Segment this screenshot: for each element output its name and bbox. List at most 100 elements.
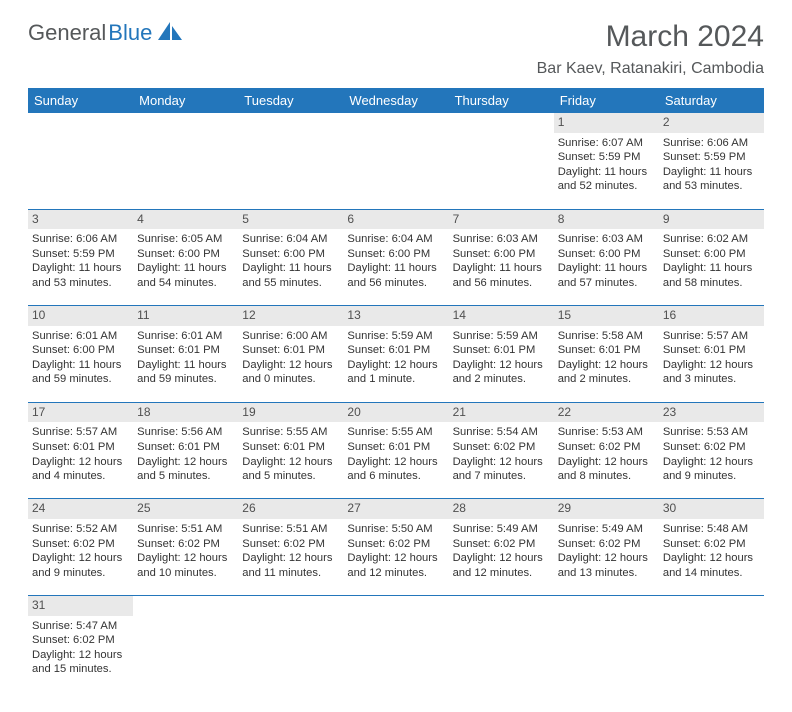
day-number: 23 [659,403,764,423]
daylight-text: Daylight: 12 hours and 13 minutes. [558,551,655,580]
day-header-thu: Thursday [449,88,554,113]
sunrise-text: Sunrise: 5:52 AM [32,522,129,537]
sunset-text: Sunset: 6:02 PM [453,537,550,552]
sunset-text: Sunset: 6:00 PM [242,247,339,262]
day-cell: Sunrise: 5:56 AMSunset: 6:01 PMDaylight:… [133,422,238,498]
day-number [449,113,554,133]
day-cell: Sunrise: 5:51 AMSunset: 6:02 PMDaylight:… [133,519,238,595]
data-row: Sunrise: 6:07 AMSunset: 5:59 PMDaylight:… [28,133,764,209]
day-cell: Sunrise: 5:50 AMSunset: 6:02 PMDaylight:… [343,519,448,595]
day-cell: Sunrise: 6:04 AMSunset: 6:00 PMDaylight:… [238,229,343,305]
sunset-text: Sunset: 6:02 PM [32,633,129,648]
day-cell: Sunrise: 6:03 AMSunset: 6:00 PMDaylight:… [554,229,659,305]
sunrise-text: Sunrise: 5:59 AM [453,329,550,344]
logo-text-2: Blue [108,20,152,46]
sunrise-text: Sunrise: 6:03 AM [453,232,550,247]
day-number [343,113,448,133]
day-cell [238,133,343,209]
day-number: 3 [28,210,133,230]
daylight-text: Daylight: 12 hours and 1 minute. [347,358,444,387]
sunrise-text: Sunrise: 5:48 AM [663,522,760,537]
sunrise-text: Sunrise: 5:55 AM [347,425,444,440]
sunrise-text: Sunrise: 5:57 AM [32,425,129,440]
sunset-text: Sunset: 5:59 PM [663,150,760,165]
day-number [133,596,238,616]
calendar-grid: Sunday Monday Tuesday Wednesday Thursday… [28,88,764,692]
day-header-mon: Monday [133,88,238,113]
day-header-tue: Tuesday [238,88,343,113]
day-cell: Sunrise: 5:53 AMSunset: 6:02 PMDaylight:… [554,422,659,498]
daylight-text: Daylight: 12 hours and 9 minutes. [663,455,760,484]
day-number: 17 [28,403,133,423]
day-cell: Sunrise: 5:57 AMSunset: 6:01 PMDaylight:… [659,326,764,402]
logo-text-1: General [28,20,106,46]
day-cell: Sunrise: 5:48 AMSunset: 6:02 PMDaylight:… [659,519,764,595]
day-number: 5 [238,210,343,230]
sunrise-text: Sunrise: 5:58 AM [558,329,655,344]
sunset-text: Sunset: 6:00 PM [137,247,234,262]
day-cell: Sunrise: 5:59 AMSunset: 6:01 PMDaylight:… [343,326,448,402]
sunset-text: Sunset: 6:02 PM [32,537,129,552]
day-number: 26 [238,499,343,519]
logo-sail-icon [158,22,184,45]
sunrise-text: Sunrise: 5:50 AM [347,522,444,537]
day-number: 22 [554,403,659,423]
day-cell [343,616,448,692]
daynum-row: 24252627282930 [28,499,764,519]
week-row: 17181920212223Sunrise: 5:57 AMSunset: 6:… [28,403,764,500]
day-header-sun: Sunday [28,88,133,113]
sunrise-text: Sunrise: 6:01 AM [137,329,234,344]
day-cell: Sunrise: 5:51 AMSunset: 6:02 PMDaylight:… [238,519,343,595]
daylight-text: Daylight: 11 hours and 53 minutes. [663,165,760,194]
sunrise-text: Sunrise: 6:02 AM [663,232,760,247]
daylight-text: Daylight: 12 hours and 12 minutes. [453,551,550,580]
day-cell: Sunrise: 5:57 AMSunset: 6:01 PMDaylight:… [28,422,133,498]
sunset-text: Sunset: 6:01 PM [242,440,339,455]
daylight-text: Daylight: 11 hours and 59 minutes. [137,358,234,387]
day-number [133,113,238,133]
sunset-text: Sunset: 6:02 PM [558,440,655,455]
day-cell [449,616,554,692]
day-cell: Sunrise: 5:55 AMSunset: 6:01 PMDaylight:… [343,422,448,498]
day-number [659,596,764,616]
sunset-text: Sunset: 6:01 PM [137,343,234,358]
day-number [28,113,133,133]
daylight-text: Daylight: 11 hours and 59 minutes. [32,358,129,387]
day-number: 4 [133,210,238,230]
day-number: 29 [554,499,659,519]
day-number: 11 [133,306,238,326]
sunset-text: Sunset: 5:59 PM [32,247,129,262]
sunset-text: Sunset: 6:01 PM [453,343,550,358]
day-number: 12 [238,306,343,326]
sunset-text: Sunset: 6:01 PM [32,440,129,455]
day-cell [133,133,238,209]
daylight-text: Daylight: 12 hours and 2 minutes. [558,358,655,387]
daynum-row: 10111213141516 [28,306,764,326]
sunset-text: Sunset: 5:59 PM [558,150,655,165]
sunset-text: Sunset: 6:01 PM [558,343,655,358]
day-number: 19 [238,403,343,423]
week-row: 31Sunrise: 5:47 AMSunset: 6:02 PMDayligh… [28,596,764,692]
daylight-text: Daylight: 12 hours and 0 minutes. [242,358,339,387]
day-number: 14 [449,306,554,326]
sunset-text: Sunset: 6:00 PM [558,247,655,262]
day-number: 1 [554,113,659,133]
daylight-text: Daylight: 12 hours and 6 minutes. [347,455,444,484]
daynum-row: 12 [28,113,764,133]
week-row: 12Sunrise: 6:07 AMSunset: 5:59 PMDayligh… [28,113,764,210]
sunset-text: Sunset: 6:02 PM [347,537,444,552]
day-number: 10 [28,306,133,326]
day-cell [28,133,133,209]
day-cell: Sunrise: 6:01 AMSunset: 6:00 PMDaylight:… [28,326,133,402]
sunrise-text: Sunrise: 6:03 AM [558,232,655,247]
day-number: 21 [449,403,554,423]
data-row: Sunrise: 5:47 AMSunset: 6:02 PMDaylight:… [28,616,764,692]
data-row: Sunrise: 6:06 AMSunset: 5:59 PMDaylight:… [28,229,764,305]
sunrise-text: Sunrise: 6:06 AM [32,232,129,247]
sunset-text: Sunset: 6:00 PM [663,247,760,262]
sunrise-text: Sunrise: 5:54 AM [453,425,550,440]
sunset-text: Sunset: 6:00 PM [453,247,550,262]
week-row: 3456789Sunrise: 6:06 AMSunset: 5:59 PMDa… [28,210,764,307]
day-header-row: Sunday Monday Tuesday Wednesday Thursday… [28,88,764,113]
day-number: 8 [554,210,659,230]
